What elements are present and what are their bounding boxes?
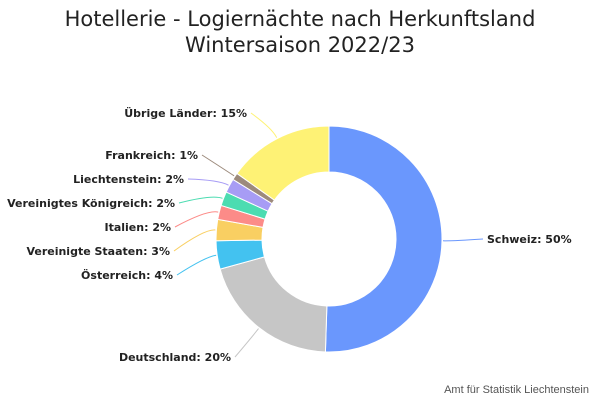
data-label-liechtenstein: Liechtenstein: 2% xyxy=(73,173,184,186)
data-label-deutschland: Deutschland: 20% xyxy=(119,351,231,364)
data-label-vereinigte-staaten: Vereinigte Staaten: 3% xyxy=(26,245,170,258)
connector-italien xyxy=(174,211,219,228)
chart-title-line-2: Wintersaison 2022/23 xyxy=(185,33,415,57)
data-label-vereinigtes-koenigreich: Vereinigtes Königreich: 2% xyxy=(7,197,175,210)
slice-schweiz[interactable] xyxy=(324,125,443,353)
slice-uebrige-laender[interactable] xyxy=(236,125,330,201)
connector-uebrige-laender xyxy=(250,112,278,138)
data-labels: Schweiz: 50% Deutschland: 20% Österreich: … xyxy=(7,106,572,364)
data-label-oesterreich: Österreich: 4% xyxy=(81,268,173,282)
connector-vereinigte-staaten xyxy=(173,229,216,252)
connector-deutschland xyxy=(234,328,259,358)
slice-deutschland[interactable] xyxy=(219,256,328,353)
credit-text: Amt für Statistik Liechtenstein xyxy=(444,384,589,396)
data-label-schweiz: Schweiz: 50% xyxy=(487,233,572,246)
connector-schweiz xyxy=(442,238,484,242)
connector-frankreich xyxy=(201,154,235,177)
connector-oesterreich xyxy=(176,254,217,276)
data-label-frankreich: Frankreich: 1% xyxy=(105,149,198,162)
label-connectors xyxy=(173,112,484,358)
chart-title: Hotellerie - Logiernächte nach Herkunfts… xyxy=(0,6,600,58)
donut-slices xyxy=(215,125,443,353)
data-label-uebrige-laender: Übrige Länder: 15% xyxy=(124,106,247,120)
connector-liechtenstein xyxy=(187,178,229,186)
chart-title-line-1: Hotellerie - Logiernächte nach Herkunfts… xyxy=(64,7,536,31)
connector-vereinigtes-koenigreich xyxy=(178,196,223,204)
data-label-italien: Italien: 2% xyxy=(104,221,171,234)
